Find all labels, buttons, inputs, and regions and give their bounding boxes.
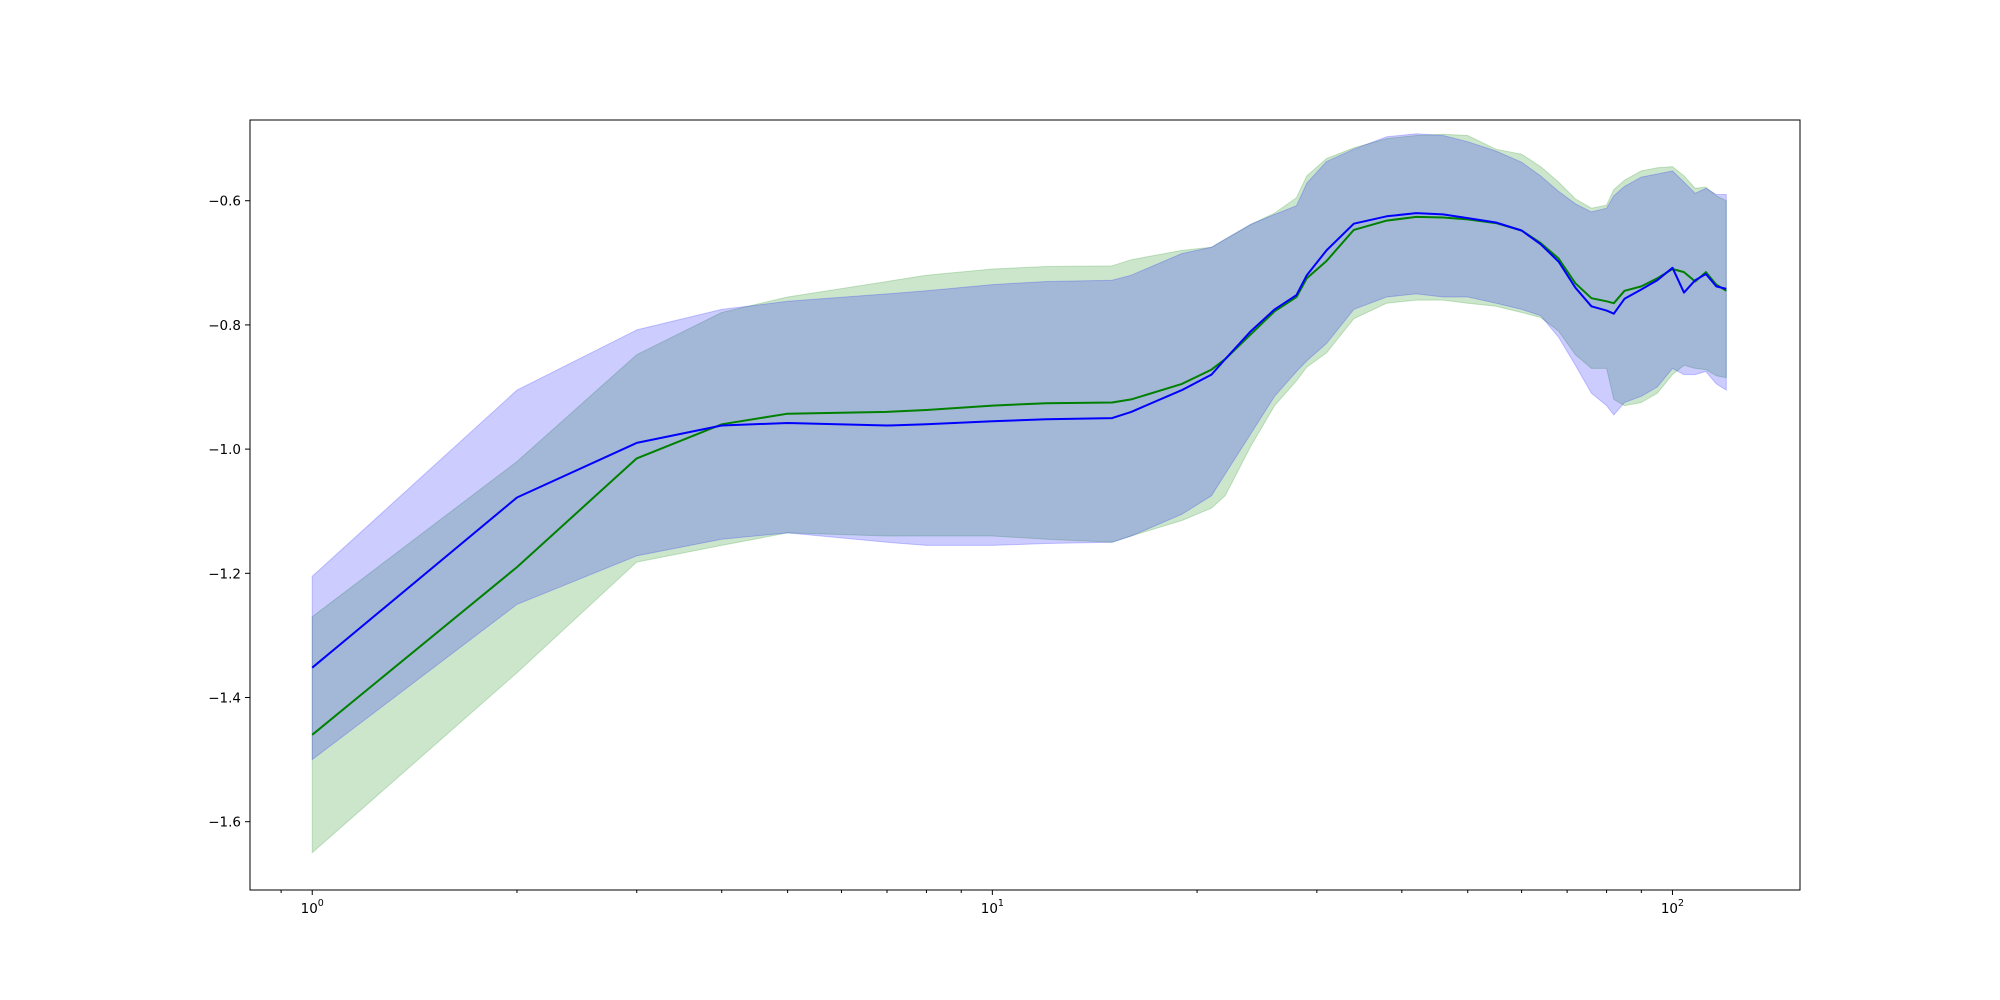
x-tick-label: 102: [1661, 898, 1684, 917]
x-axis: 100 101 102: [280, 890, 1684, 917]
plot-area: [311, 133, 1727, 854]
series-line-1: [311, 215, 1727, 736]
y-axis: −0.6 −0.8 −1.0 −1.2 −1.4 −1.6: [208, 194, 250, 831]
confidence-band-2: [311, 133, 1727, 761]
y-tick-label: −1.6: [208, 815, 241, 831]
confidence-bands: [311, 133, 1727, 854]
series-line-2: [311, 212, 1727, 669]
x-tick-label: 100: [301, 898, 324, 917]
y-tick-label: −0.8: [208, 318, 241, 334]
y-tick-label: −1.2: [208, 566, 241, 582]
y-tick-label: −1.0: [208, 442, 241, 458]
confidence-band-1: [311, 133, 1727, 854]
y-tick-label: −1.4: [208, 691, 241, 707]
x-tick-label: 101: [981, 898, 1004, 917]
y-tick-label: −0.6: [208, 194, 241, 210]
series-lines: [311, 212, 1727, 736]
plot-frame: [249, 119, 1801, 891]
